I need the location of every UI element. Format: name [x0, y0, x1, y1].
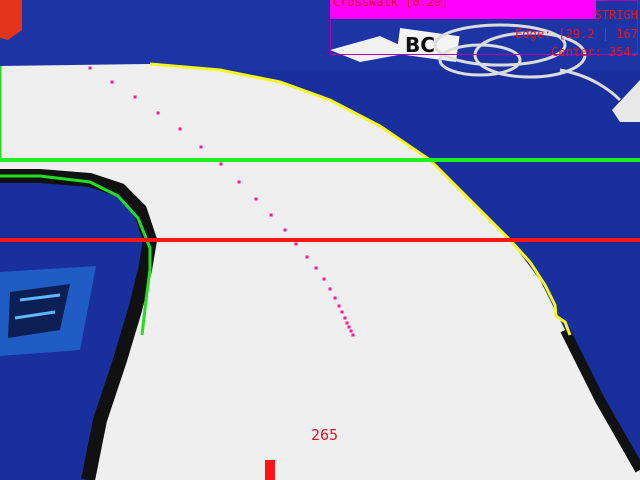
trajectory-point — [237, 180, 241, 184]
trajectory-point — [294, 242, 298, 246]
trajectory-point — [199, 145, 203, 149]
trajectory-point — [333, 296, 337, 300]
trajectory-point — [254, 197, 258, 201]
track-surface — [0, 64, 640, 480]
steering-value: 265 — [311, 426, 339, 444]
trajectory-point — [133, 95, 137, 99]
red-object — [0, 0, 22, 40]
device-white — [612, 80, 640, 122]
trajectory-point — [305, 255, 309, 259]
edge-left-detection — [0, 66, 152, 336]
blue-card-highlight — [14, 293, 61, 320]
trajectory-point — [322, 277, 326, 281]
trajectory-point — [337, 304, 341, 308]
trajectory-point — [110, 80, 114, 84]
edge-readout: Edge: [29.2 | 167 — [515, 27, 638, 41]
guide-line-upper — [0, 158, 640, 162]
trajectory-point — [345, 321, 349, 325]
trajectory-point — [269, 213, 273, 217]
paper-sheet — [330, 36, 415, 62]
blue-card-pattern — [8, 284, 70, 338]
trajectory-point — [351, 333, 355, 337]
paper-card-letters: BC — [405, 33, 435, 57]
trajectory-point — [283, 228, 287, 232]
mode-label: STRIGH — [594, 8, 638, 22]
center-readout: Center: 354. — [551, 45, 638, 59]
crosswalk-label: Crosswalk [0.29] — [333, 0, 449, 9]
trajectory-point — [328, 287, 332, 291]
trajectory-point — [178, 127, 182, 131]
trajectory-point — [88, 66, 92, 70]
steering-marker — [265, 460, 275, 480]
crosswalk-bar — [330, 0, 596, 19]
trajectory-point — [347, 325, 351, 329]
track-border-outer — [560, 327, 640, 473]
trajectory-point — [343, 316, 347, 320]
edge-right-detection — [149, 62, 572, 336]
trajectory-point — [156, 111, 160, 115]
trajectory-point — [314, 266, 318, 270]
trajectory-point — [219, 162, 223, 166]
trajectory-point — [340, 310, 344, 314]
guide-line-lower — [0, 238, 640, 242]
trajectory-points — [88, 66, 355, 337]
trajectory-point — [349, 329, 353, 333]
cable-bundle — [433, 23, 622, 102]
